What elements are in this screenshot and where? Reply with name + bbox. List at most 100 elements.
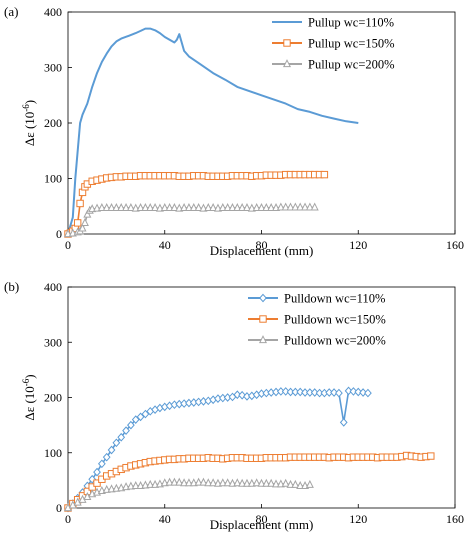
panel-a-y-axis-label: Δε (10-6) — [21, 100, 37, 146]
panel-a-series-2-point — [199, 203, 208, 212]
panel-a-legend-entry-0: Pullup wc=110% — [272, 16, 394, 30]
panel-a-series-2-point — [126, 202, 135, 212]
panel-b-series-2-point — [291, 479, 300, 488]
panel-a-ytick-label: 400 — [44, 5, 62, 19]
panel-b-series-0-point — [107, 445, 116, 455]
panel-a-series-2-point — [238, 202, 247, 212]
panel-b-ytick-label: 200 — [44, 391, 62, 405]
panel-a-series-2-point — [151, 202, 160, 212]
panel-a-ytick-label: 0 — [56, 227, 62, 241]
panel-a-legend-entry-2: Pullup wc=200% — [272, 58, 395, 72]
panel-b-series-0-point — [93, 467, 101, 477]
panel-a-series-2-point — [228, 202, 237, 212]
panel-a-series-1-point — [76, 199, 84, 208]
panel-b-series-2-point — [165, 477, 174, 486]
panel-a-series-2-point — [117, 202, 126, 212]
panel-b-series-2-point — [107, 484, 116, 493]
panel-b-legend: Pulldown wc=110% Pulldown wc=150% Pulldown… — [248, 292, 386, 348]
panel-a-legend-label-2: Pullup wc=200% — [308, 58, 395, 72]
panel-b-series-1-line — [67, 454, 431, 509]
panel-b-series-0-point — [310, 388, 319, 397]
panel-b-series-2-point — [189, 478, 198, 487]
panel-b-x-axis-label: Displacement (mm) — [210, 517, 314, 532]
panel-b-legend-entry-0: Pulldown wc=110% — [248, 292, 385, 306]
panel-a-ytick-label: 100 — [44, 172, 62, 186]
panel-b-series-0-point — [88, 474, 97, 484]
panel-b-series-2-point — [257, 478, 266, 487]
panel-b-series-1-point — [427, 452, 435, 460]
panel-b-legend-marker-2 — [258, 335, 268, 344]
panel-b-series-2-point — [276, 479, 285, 488]
panel-a-x-axis-label: Displacement (mm) — [210, 243, 314, 258]
panel-a-series-2-point — [93, 203, 102, 212]
panel-a-series-2-point — [223, 202, 232, 212]
panel-a-series-2-point — [184, 202, 193, 212]
panel-b-y-axis-label-close: ) — [22, 374, 37, 378]
panel-b-series-2-point — [141, 480, 150, 489]
panel-b-series-0-point — [131, 415, 140, 424]
panel-b-series-2-point — [281, 478, 290, 487]
panel-b-xtick-label: 160 — [446, 512, 464, 526]
panel-a-y-axis-label-close: ) — [22, 100, 37, 104]
panel-b-xtick-label: 120 — [349, 512, 367, 526]
panel-a-legend: Pullup wc=110% Pullup wc=150% Pullup wc=20… — [272, 16, 395, 72]
panel-a-series-2-point — [247, 203, 256, 212]
panel-b-series-0-point — [141, 409, 150, 419]
panel-b-series-2-point — [160, 478, 169, 487]
panel-a-series-2-point — [112, 202, 121, 212]
panel-b-series-2-point — [252, 478, 261, 487]
panel-a-series-2-point — [242, 202, 251, 212]
panel-a-series-2-point — [189, 202, 198, 212]
panel-a-series-2-point — [180, 202, 189, 212]
panel-a-series-1 — [64, 170, 329, 238]
panel-a-xtick-label: 40 — [159, 238, 171, 252]
panel-a-xtick-label: 120 — [349, 238, 367, 252]
panel-b-series-0-point — [238, 390, 247, 400]
panel-b-series-2-point — [146, 479, 155, 488]
panel-a-series-2-point — [267, 202, 276, 212]
panel-b-series-2-point — [170, 477, 179, 486]
panel-b-y-axis-label-main: Δε (10 — [22, 386, 37, 420]
panel-b-legend-label-0: Pulldown wc=110% — [284, 292, 385, 306]
panel-a-series-2-point — [88, 204, 97, 213]
panel-b-series-2-point — [194, 477, 203, 486]
panel-a-series-2-point — [83, 209, 92, 218]
panel-a-legend-entry-1: Pullup wc=150% — [272, 37, 395, 51]
panel-a-series-2-point — [175, 203, 184, 212]
panel-b-legend-marker-1 — [259, 315, 267, 323]
panel-a-series-2-point — [204, 202, 213, 212]
panel-b-series-0-point — [296, 387, 305, 397]
panel-a-xtick-label: 160 — [446, 238, 464, 252]
panel-b-y-axis-label: Δε (10-6) — [21, 374, 37, 420]
panel-b-series-0-point — [281, 387, 290, 396]
panel-b-series-2-point — [238, 478, 247, 487]
panel-b-legend-marker-0 — [259, 293, 267, 303]
panel-a-series-2-point — [194, 202, 203, 212]
panel-a: 0 100 200 300 400 0 40 80 120 160 Displacement (mm… — [4, 4, 464, 258]
panel-b-series-2-point — [218, 478, 227, 487]
panel-b-ytick-label: 300 — [44, 335, 62, 349]
panel-b-series-2-point — [213, 478, 222, 487]
panel-b-xtick-label: 0 — [65, 512, 71, 526]
panel-b-series-0 — [64, 386, 372, 513]
panel-b-series-0-point — [97, 459, 106, 469]
panel-b-ytick-label: 0 — [56, 501, 62, 515]
panel-b-series-2-point — [112, 483, 121, 492]
panel-a-series-2-point — [276, 202, 285, 211]
panel-b-xtick-label: 80 — [256, 512, 268, 526]
panel-a-series-2-point — [291, 202, 300, 211]
panel-b-series-1 — [64, 451, 435, 512]
panel-a-series-2-point — [262, 202, 271, 212]
panel-a-series-2-point — [136, 202, 145, 212]
panel-a-series-2-point — [209, 202, 218, 212]
panel-b-series-2-point — [175, 477, 184, 486]
panel-a-series-2-point — [122, 202, 131, 212]
panel-a-series-2-point — [97, 202, 106, 212]
panel-a-series-2-point — [170, 202, 179, 212]
panel-b-series-2-point — [242, 478, 251, 487]
panel-b-series-2-point — [286, 479, 295, 488]
panel-b-legend-entry-2: Pulldown wc=200% — [248, 334, 386, 348]
panel-b-series-2-point — [305, 479, 314, 488]
panel-b-series-2-point — [267, 478, 276, 487]
